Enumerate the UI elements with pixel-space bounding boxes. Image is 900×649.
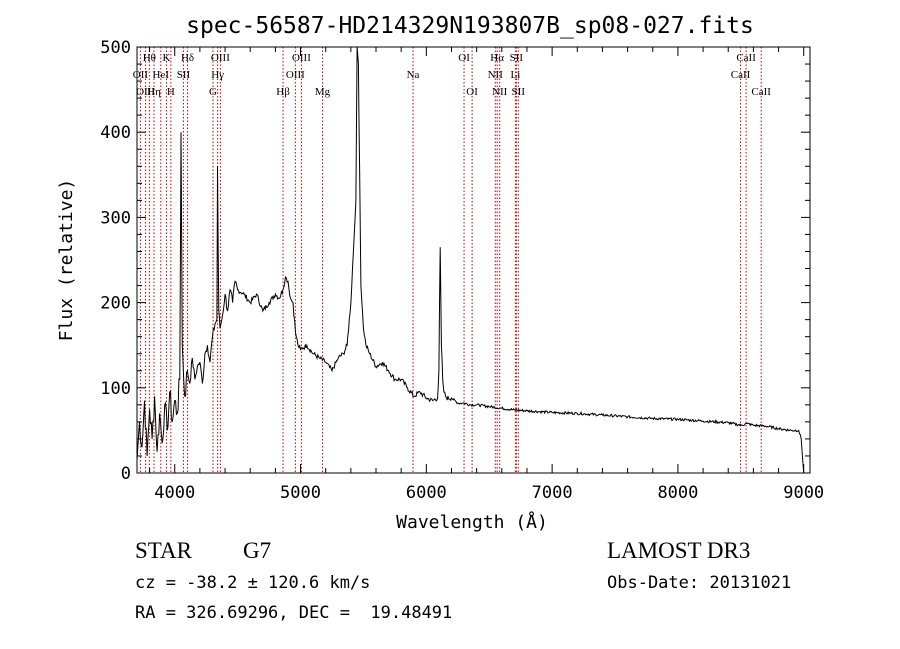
observation-date: Obs-Date: 20131021 bbox=[607, 573, 792, 593]
line-label: OI bbox=[458, 52, 470, 64]
y-tick-label: 400 bbox=[100, 123, 131, 143]
line-label: Hγ bbox=[211, 69, 224, 81]
y-axis-label: Flux (relative) bbox=[56, 179, 77, 342]
spectral-line-markers bbox=[139, 47, 762, 473]
line-label: Mg bbox=[315, 86, 331, 98]
line-label: Hα bbox=[490, 52, 504, 64]
line-label: H bbox=[167, 86, 175, 98]
line-label: G bbox=[209, 86, 217, 98]
x-tick-label: 7000 bbox=[532, 483, 573, 503]
object-subclass: G7 bbox=[243, 538, 272, 563]
y-tick-label: 0 bbox=[121, 464, 131, 484]
redshift-velocity: cz = -38.2 ± 120.6 km/s bbox=[135, 573, 371, 593]
line-label: SII bbox=[510, 52, 524, 64]
line-label: CaII bbox=[731, 69, 751, 81]
y-tick-label: 200 bbox=[100, 294, 131, 314]
y-tick-label: 500 bbox=[100, 38, 131, 58]
x-tick-label: 9000 bbox=[783, 483, 824, 503]
line-label: Hθ bbox=[143, 52, 156, 64]
y-tick-label: 300 bbox=[100, 208, 131, 228]
y-axis: 0 100 200 300 400 500 bbox=[100, 38, 810, 484]
line-label: HeI bbox=[153, 69, 170, 81]
line-label: OIII bbox=[211, 52, 230, 64]
line-label: NII bbox=[492, 86, 508, 98]
line-label: CaII bbox=[736, 52, 756, 64]
coordinates: RA = 326.69296, DEC = 19.48491 bbox=[135, 603, 453, 623]
spectrum-line bbox=[136, 46, 805, 474]
chart-title: spec-56587-HD214329N193807B_sp08-027.fit… bbox=[186, 13, 754, 39]
spectral-line-labels: HθOIIOIIIHηHeIKHSIIHδGHγOIIIHβOIIIOIIIMg… bbox=[133, 52, 772, 98]
y-tick-label: 100 bbox=[100, 379, 131, 399]
line-label: Li bbox=[510, 69, 520, 81]
line-label: CaII bbox=[751, 86, 771, 98]
plot-frame bbox=[136, 46, 811, 474]
line-label: SII bbox=[177, 69, 191, 81]
line-label: Hδ bbox=[181, 52, 194, 64]
line-label: Hη bbox=[147, 86, 161, 98]
line-label: OIII bbox=[292, 52, 311, 64]
line-label: Hβ bbox=[276, 86, 290, 98]
x-axis: 4000 5000 6000 7000 8000 9000 bbox=[149, 47, 824, 503]
object-class: STAR bbox=[135, 538, 192, 563]
x-tick-label: 5000 bbox=[280, 483, 321, 503]
x-tick-label: 4000 bbox=[154, 483, 195, 503]
line-label: SII bbox=[512, 86, 526, 98]
survey-name: LAMOST DR3 bbox=[607, 538, 751, 563]
x-axis-label: Wavelength (Å) bbox=[396, 511, 548, 533]
line-label: Na bbox=[407, 69, 420, 81]
line-label: OI bbox=[466, 86, 478, 98]
line-label: OII bbox=[133, 69, 149, 81]
line-label: OIII bbox=[136, 86, 155, 98]
line-label: K bbox=[162, 52, 170, 64]
x-tick-label: 6000 bbox=[406, 483, 447, 503]
line-label: NII bbox=[488, 69, 504, 81]
line-label: OIII bbox=[286, 69, 305, 81]
x-tick-label: 8000 bbox=[657, 483, 698, 503]
